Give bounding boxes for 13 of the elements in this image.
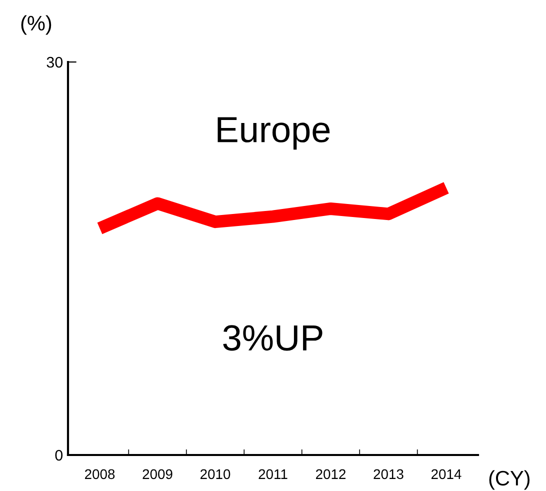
text: Europe: [218, 117, 330, 150]
y-axis-title: (%): [21, 15, 52, 35]
annotation: 3%UP: [223, 325, 322, 351]
x-tick-label: 2014: [431, 469, 462, 480]
x-tick-label: 2012: [316, 469, 346, 480]
y-tick-label: 30: [46, 56, 63, 68]
x-axis-title: (CY): [489, 470, 530, 490]
x-tick-label: 2013: [374, 469, 404, 480]
x-tick-label: 2009: [142, 469, 172, 480]
y-tick-label: 0: [55, 450, 63, 461]
x-tick-label: 2011: [258, 469, 288, 480]
x-tick-label: 2010: [200, 469, 230, 480]
x-tick-label: 2008: [85, 469, 115, 480]
